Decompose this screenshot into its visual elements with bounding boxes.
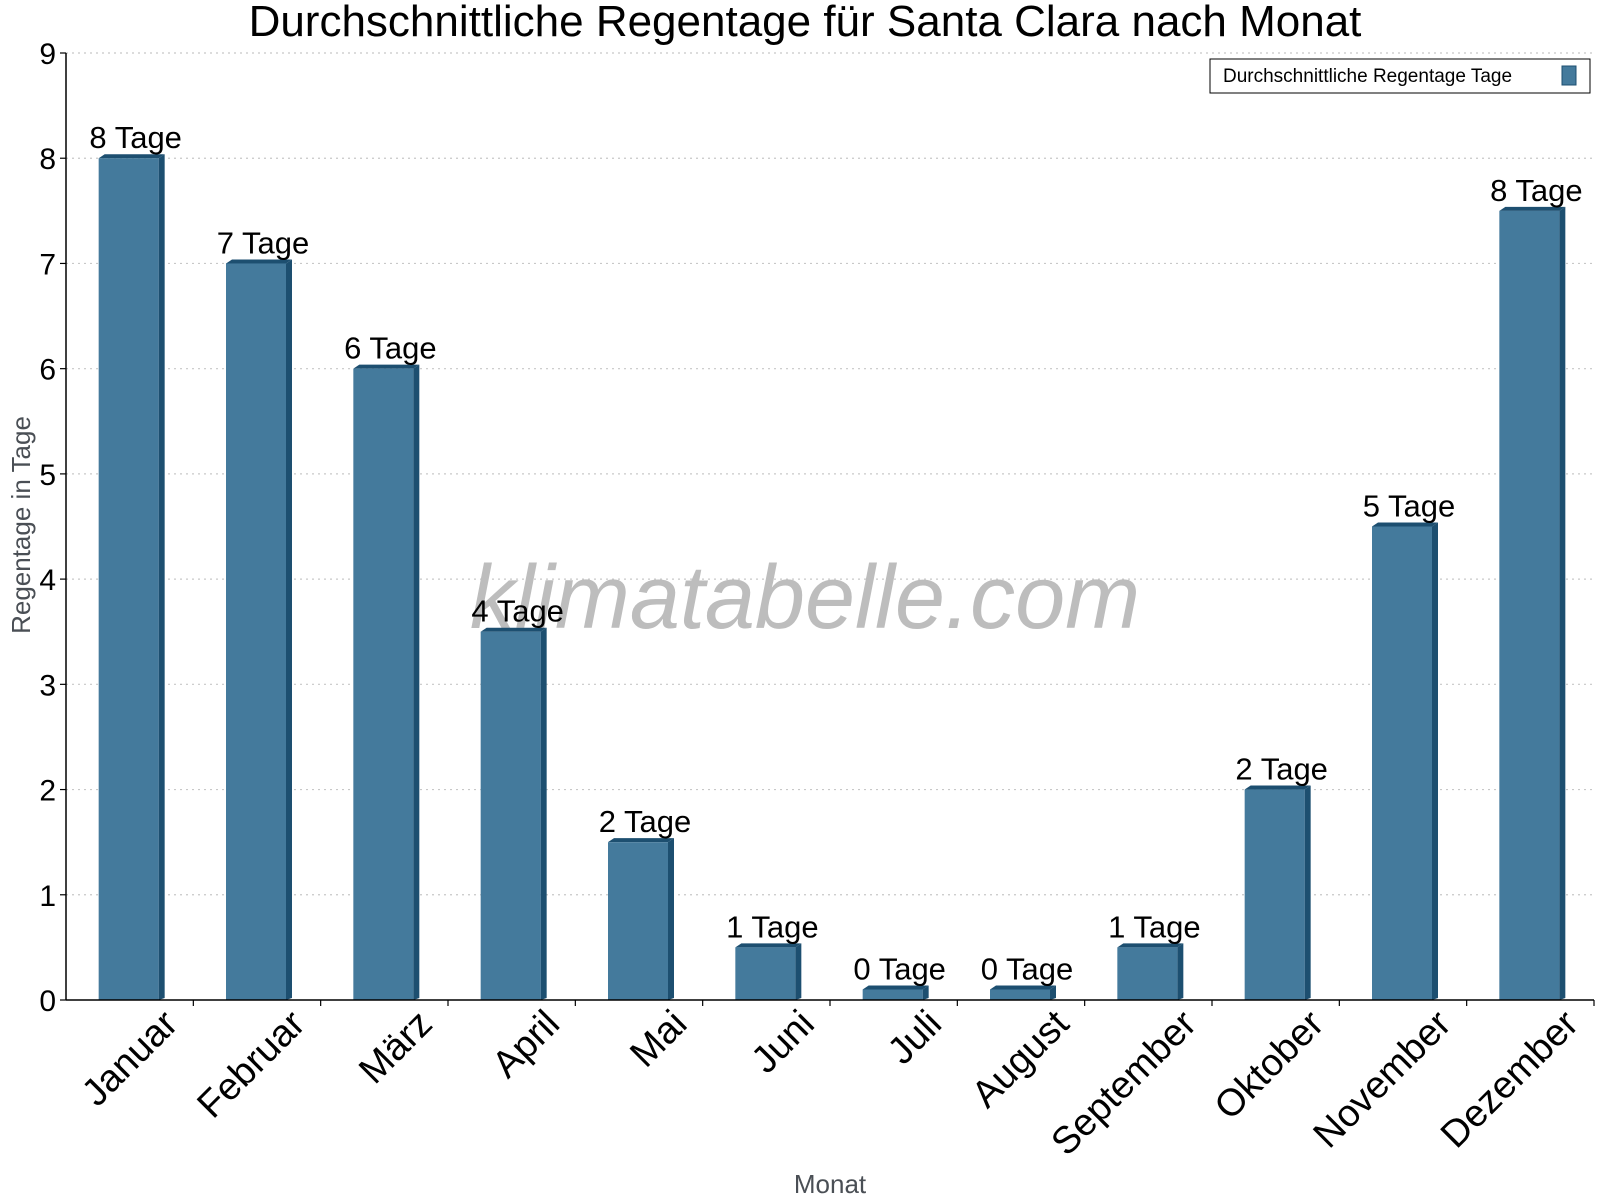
bar-side — [922, 985, 929, 1000]
x-tick-label: November — [1306, 1002, 1460, 1156]
x-tick-label: März — [351, 1003, 440, 1092]
bar-side — [540, 627, 547, 1000]
bar-side — [286, 259, 292, 1000]
data-label: 2 Tage — [1235, 752, 1328, 787]
bar-top — [608, 838, 674, 843]
y-tick-label: 2 — [39, 775, 56, 808]
x-tick-label: Oktober — [1207, 1002, 1333, 1128]
y-tick-label: 8 — [39, 143, 56, 176]
legend-label: Durchschnittliche Regentage Tage — [1223, 66, 1512, 87]
legend: Durchschnittliche Regentage Tage — [1209, 58, 1591, 94]
data-label: 5 Tage — [1363, 489, 1456, 524]
data-label: 2 Tage — [599, 804, 692, 839]
y-tick-label: 0 — [39, 985, 56, 1018]
bar — [1499, 210, 1560, 1001]
bar-top — [98, 154, 165, 159]
bar-side — [668, 838, 674, 1000]
watermark: klimatabelle.com — [470, 548, 1140, 648]
bar-top — [862, 985, 929, 990]
data-label: 8 Tage — [89, 120, 182, 155]
bar-top — [1372, 522, 1438, 527]
bar-side — [1559, 206, 1566, 1001]
bar — [1372, 526, 1432, 1000]
y-tick-label: 9 — [39, 38, 56, 71]
bar — [1244, 789, 1305, 1000]
bar — [862, 989, 923, 1000]
data-label: 1 Tage — [1108, 909, 1201, 944]
x-tick-label: Februar — [190, 1002, 314, 1126]
bar-top — [990, 985, 1056, 990]
bar-top — [1117, 943, 1184, 948]
x-tick-label: Mai — [622, 1003, 695, 1076]
y-tick-label: 4 — [39, 564, 56, 597]
bar-top — [1499, 206, 1566, 211]
bar — [608, 842, 668, 1000]
y-tick-label: 7 — [39, 248, 56, 281]
data-label: 8 Tage — [1490, 173, 1583, 208]
bar — [98, 158, 159, 1000]
bar — [990, 989, 1050, 1000]
data-label: 4 Tage — [471, 594, 564, 629]
x-tick-label: Juni — [744, 1003, 823, 1082]
axes — [65, 53, 1594, 1001]
data-labels: 8 Tage 7 Tage 6 Tage 4 Tage 2 Tage 1 Tage 0 Ta… — [89, 120, 1582, 986]
bar-side — [413, 364, 420, 1001]
bar-side — [1177, 943, 1184, 1000]
bar-side — [1304, 785, 1311, 1000]
bar — [480, 631, 541, 1000]
x-tick-label: Januar — [74, 1002, 186, 1114]
x-tick-label: April — [485, 1003, 568, 1086]
y-axis-title: Regentage in Tage — [6, 416, 36, 634]
bar-top — [1244, 785, 1311, 790]
bar-side — [795, 943, 802, 1000]
bar — [735, 947, 796, 1000]
bar-top — [353, 364, 420, 369]
y-tick-label: 3 — [39, 669, 56, 702]
legend-swatch — [1561, 65, 1577, 86]
grid-lines — [66, 52, 1594, 896]
bar-top — [480, 627, 547, 632]
data-label: 0 Tage — [853, 951, 946, 986]
bar-side — [158, 154, 165, 1000]
data-label: 7 Tage — [217, 225, 310, 260]
data-label: 0 Tage — [981, 951, 1074, 986]
bar-side — [1432, 522, 1438, 1000]
bar — [353, 368, 414, 1001]
x-axis-title: Monat — [794, 1169, 867, 1199]
y-tick-label: 5 — [39, 459, 56, 492]
x-tick-label: Juli — [880, 1003, 950, 1073]
y-tick-label: 1 — [39, 880, 56, 913]
bar-side — [1050, 985, 1056, 1000]
bar — [1117, 947, 1178, 1000]
chart-title: Durchschnittliche Regentage für Santa Cl… — [249, 0, 1362, 46]
data-label: 6 Tage — [344, 331, 437, 366]
bar-top — [735, 943, 802, 948]
data-label: 1 Tage — [726, 909, 819, 944]
bar — [226, 263, 286, 1000]
y-tick-label: 6 — [39, 354, 56, 387]
bar-top — [226, 259, 292, 264]
x-tick-label: August — [964, 1002, 1078, 1116]
x-tick-label: Dezember — [1433, 1002, 1587, 1156]
legend-box — [1209, 58, 1591, 94]
bars — [98, 154, 1566, 1001]
